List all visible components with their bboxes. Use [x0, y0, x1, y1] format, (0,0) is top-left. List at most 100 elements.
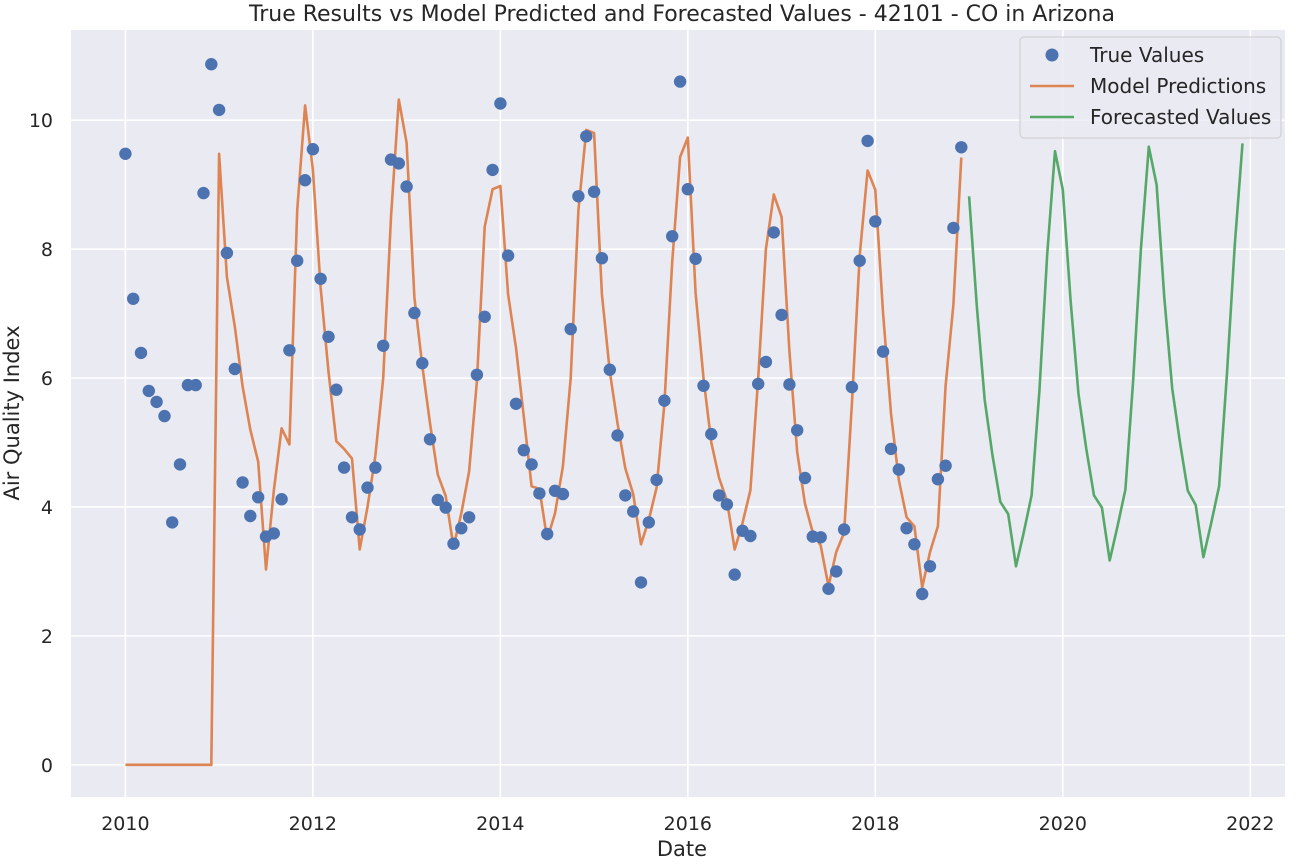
true-values-point	[298, 174, 312, 187]
true-values-point	[947, 221, 960, 235]
true-values-point	[650, 473, 663, 487]
true-values-point	[283, 344, 296, 357]
true-values-point	[642, 516, 655, 529]
true-values-point	[501, 249, 515, 262]
true-values-point	[509, 397, 523, 410]
true-values-point	[556, 487, 570, 501]
legend-label-forecasted-values: Forecasted Values	[1090, 105, 1271, 129]
true-values-point	[627, 505, 640, 518]
y-tick-label: 0	[41, 755, 53, 777]
true-values-point	[408, 306, 421, 320]
true-values-point	[791, 424, 804, 437]
true-values-point	[439, 501, 452, 514]
true-values-point	[306, 143, 320, 156]
true-values-point	[916, 587, 929, 601]
true-values-point	[173, 458, 187, 471]
true-values-point	[533, 487, 546, 500]
true-values-point	[666, 230, 679, 243]
true-values-point	[212, 103, 226, 117]
true-values-point	[377, 339, 390, 352]
forecasted-values-line	[967, 143, 1244, 568]
y-axis-label: Air Quality Index	[0, 325, 24, 500]
true-values-point	[541, 527, 554, 541]
true-values-point	[634, 576, 648, 589]
true-values-point	[908, 538, 921, 551]
true-values-point	[580, 130, 593, 143]
true-values-point	[478, 310, 491, 323]
true-values-point	[798, 471, 812, 485]
true-values-point	[619, 489, 632, 502]
y-tick-label: 10	[29, 110, 53, 132]
true-values-point	[712, 489, 726, 502]
true-values-point	[884, 442, 898, 456]
true-values-point	[900, 522, 913, 535]
true-values-point	[892, 463, 905, 476]
true-values-point	[830, 565, 843, 578]
true-values-point	[291, 254, 304, 267]
true-values-point	[119, 147, 132, 160]
x-tick-label: 2016	[664, 813, 712, 835]
x-tick-label: 2018	[851, 813, 899, 835]
true-values-point	[462, 511, 476, 524]
true-values-point	[197, 186, 210, 200]
true-values-point	[166, 516, 179, 529]
true-values-point	[330, 383, 343, 396]
x-tick-label: 2014	[476, 813, 524, 835]
true-values-point	[525, 458, 538, 471]
true-values-point	[767, 226, 780, 239]
true-values-point	[728, 568, 741, 581]
x-tick-label: 2022	[1226, 813, 1274, 835]
legend-marker-true-values	[1045, 48, 1059, 62]
true-values-point	[150, 395, 163, 409]
true-values-point	[470, 368, 484, 381]
true-values-point	[697, 379, 710, 392]
true-values-point	[845, 380, 859, 394]
true-values-point	[142, 384, 155, 398]
true-values-point	[931, 473, 945, 486]
true-values-point	[220, 246, 234, 260]
true-values-point	[314, 272, 327, 285]
true-values-point	[361, 481, 374, 494]
true-values-point	[423, 433, 437, 446]
true-values-point	[822, 582, 835, 595]
true-values-point	[658, 394, 671, 407]
true-values-point	[689, 252, 702, 265]
true-values-point	[205, 57, 218, 71]
y-tick-labels: 0 2 4 6 8 10	[29, 110, 53, 777]
chart-title: True Results vs Model Predicted and Fore…	[248, 2, 1115, 27]
true-values-point	[611, 429, 624, 442]
true-values-point	[752, 377, 765, 391]
true-values-point	[587, 185, 601, 198]
true-values-point	[392, 157, 405, 170]
true-values-point	[876, 345, 890, 358]
plot-area	[71, 30, 1285, 797]
true-values-point	[337, 461, 351, 474]
true-values-point	[705, 427, 718, 441]
y-tick-label: 4	[41, 497, 53, 519]
true-values-point	[861, 134, 874, 148]
true-values-point	[189, 378, 202, 392]
true-values-point	[158, 409, 171, 423]
true-values-point	[494, 97, 507, 110]
true-values-point	[236, 476, 249, 489]
true-values-point	[455, 522, 468, 535]
y-tick-label: 2	[41, 626, 53, 648]
legend: True Values Model Predictions Forecasted…	[1019, 36, 1282, 139]
true-values-point	[923, 560, 937, 573]
true-values-point	[134, 346, 148, 360]
x-tick-label: 2010	[101, 813, 149, 835]
true-values-point	[345, 511, 359, 524]
true-values-point	[814, 531, 827, 544]
model-predictions-line	[125, 98, 963, 767]
true-values-point	[127, 292, 140, 305]
true-values-point	[416, 357, 429, 370]
true-values-point	[869, 215, 882, 228]
true-values-point	[744, 529, 757, 543]
true-values-point	[517, 444, 530, 457]
true-values-point	[244, 509, 257, 523]
true-values-point	[400, 180, 413, 193]
true-values-point	[681, 183, 694, 196]
true-values-point	[252, 491, 265, 504]
true-values-point	[939, 459, 952, 472]
